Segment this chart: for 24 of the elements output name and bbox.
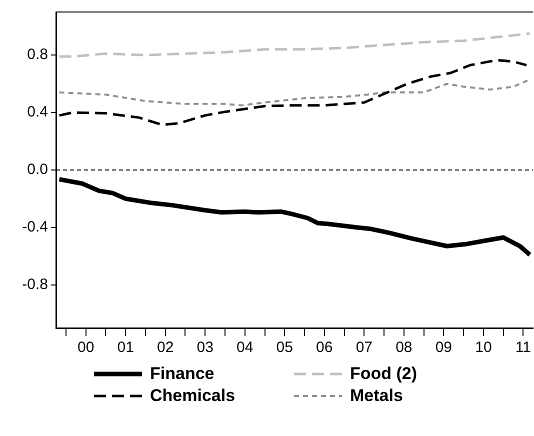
y-tick-label: 0.8	[27, 46, 48, 64]
x-tick-label: 03	[196, 339, 214, 356]
y-tick-label: 0.4	[27, 104, 48, 121]
y-tick-label: 0.0	[27, 161, 48, 178]
legend-label: Food (2)	[350, 364, 418, 384]
line-series	[58, 32, 532, 58]
x-tick-label: 06	[316, 339, 333, 356]
legend-label: Metals	[350, 386, 403, 406]
x-tick-label: 07	[356, 339, 373, 356]
y-tick-label: -0.4	[22, 218, 48, 236]
x-tick-label: 01	[117, 339, 134, 356]
x-tick-label: 10	[475, 339, 492, 356]
legend-label: Chemicals	[150, 386, 236, 406]
x-tick-label: 09	[435, 339, 452, 356]
x-tick-label: 11	[515, 339, 532, 356]
y-tick-label: -0.8	[22, 276, 48, 294]
legend-label: Finance	[150, 364, 214, 384]
x-tick-label: 08	[396, 339, 412, 356]
line-series	[58, 78, 531, 106]
line-series	[58, 58, 528, 126]
x-tick-label: 02	[157, 339, 174, 356]
x-tick-label: 00	[77, 339, 94, 356]
x-tick-label: 05	[276, 339, 293, 356]
x-tick-label: 04	[236, 339, 254, 356]
